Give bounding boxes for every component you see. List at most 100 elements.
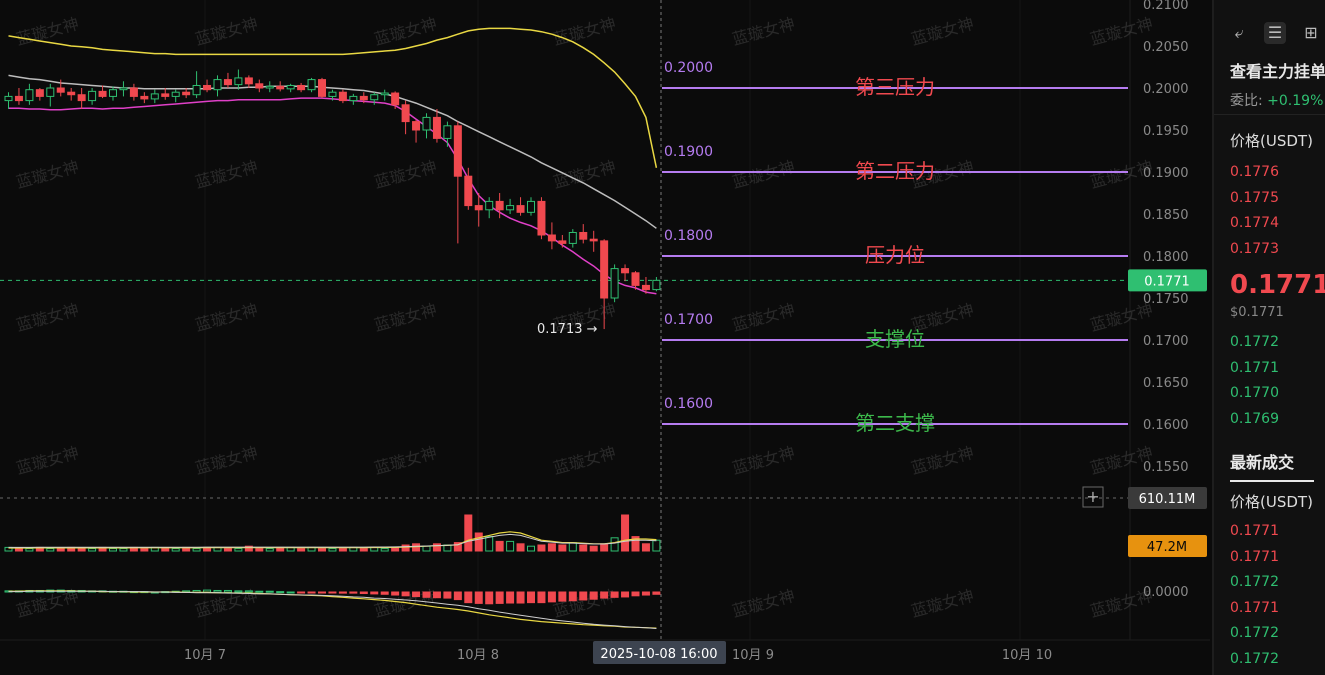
volume-bar [265,548,274,552]
ask-price[interactable]: 0.1774 [1230,215,1279,231]
volume-bar [88,548,97,552]
volume-total-label: 610.11M [1139,492,1196,507]
macd-bar [349,591,358,594]
volume-bar [474,532,483,552]
candle [464,167,473,210]
candle-body [568,231,577,244]
candle [401,100,410,135]
candle [318,77,326,99]
volume-bar [600,543,609,552]
chart-background [0,0,1210,675]
trade-price[interactable]: 0.1772 [1230,574,1279,590]
ask-price[interactable]: 0.1775 [1230,189,1279,206]
order-book-panel: ⤶ ☰ ⊞ 查看主力挂单 委比: +0.19% 价格(USDT) 0.1776 0… [1214,0,1325,675]
candle-body [412,121,421,131]
volume-bar [297,548,306,552]
volume-bar [579,544,588,552]
candle-body [171,91,180,97]
candle-body [621,268,630,274]
macd-bar [297,591,306,594]
candle-body [516,205,525,213]
candle-body [150,93,159,100]
candle [474,193,483,227]
level-value-label: 0.1700 [664,312,713,328]
crosshair-time-tag [593,641,726,664]
candle-body [349,95,358,102]
candle [67,88,76,101]
candle-body [380,92,389,96]
latest-trades-title[interactable]: 最新成交 [1230,453,1295,472]
bid-price[interactable]: 0.1770 [1230,385,1279,401]
candle-body [192,84,201,96]
candle-body [370,94,379,101]
macd-bar [370,591,379,595]
candle-body [401,104,410,123]
trade-price[interactable]: 0.1771 [1230,548,1279,565]
level-value-label: 0.2000 [664,60,713,76]
candle-body [527,200,535,213]
volume-bar [516,543,525,552]
price-tick-label: 0.1600 [1143,418,1189,433]
candles [4,69,661,330]
macd-bar [516,591,525,604]
candle [46,83,55,107]
candle [652,277,661,292]
candle [297,82,306,93]
macd-bar [453,591,462,601]
candle-body [506,205,515,211]
bid-price[interactable]: 0.1769 [1230,410,1279,427]
volume-last-tag [1128,535,1207,557]
candle [516,197,525,216]
macd-bar [589,591,598,600]
trade-price[interactable]: 0.1771 [1230,523,1279,539]
macd-bar [631,591,640,597]
macd-bar [621,591,630,598]
candle-body [88,90,97,102]
view-main-orders-title[interactable]: 查看主力挂单 [1230,62,1325,81]
candle [589,230,598,252]
bid-price[interactable]: 0.1771 [1230,359,1279,376]
ask-price[interactable]: 0.1776 [1230,164,1279,180]
level-name-label: 第三压力 [855,75,935,99]
candle [432,109,441,143]
candle-body [391,92,400,106]
candle-body [286,84,295,90]
candle [338,89,347,104]
candle [276,81,285,92]
volume-bar [506,540,515,552]
candle-body [464,175,473,207]
macd-bar [495,591,504,604]
candle-body [652,279,661,291]
trade-price[interactable]: 0.1772 [1230,625,1279,641]
order-book-toggle-icon[interactable]: ☰ [1264,22,1286,44]
candle-body [140,95,149,100]
candle-body [297,84,306,91]
price-tick-label: 0.1850 [1143,208,1189,223]
macd-bar [234,590,243,593]
candle [547,222,556,250]
macd-axis-label: 0.0000 [1143,585,1189,600]
macd-bar [537,591,546,604]
time-tick-label: 10月 9 [732,648,774,663]
trade-price[interactable]: 0.1771 [1230,599,1279,616]
pane-plus-icon [1082,486,1104,508]
layout-icon[interactable]: ⊞ [1304,23,1318,42]
link-icon[interactable]: ⤶ [1234,23,1244,42]
macd-bar [432,591,441,599]
ask-price[interactable]: 0.1773 [1230,240,1279,257]
macd-bar [527,591,535,604]
macd-bar [401,591,410,597]
candle [600,239,609,330]
candle [558,235,567,248]
volume-bar [223,548,232,552]
volume-average-line-2 [8,533,657,548]
candle [610,264,619,303]
macd-bar [338,591,347,594]
level-name-label: 压力位 [865,243,925,267]
candle-body [641,284,650,291]
volume-bar [161,548,170,552]
candle [213,75,222,97]
trade-price[interactable]: 0.1772 [1230,650,1279,667]
bid-price[interactable]: 0.1772 [1230,334,1279,350]
